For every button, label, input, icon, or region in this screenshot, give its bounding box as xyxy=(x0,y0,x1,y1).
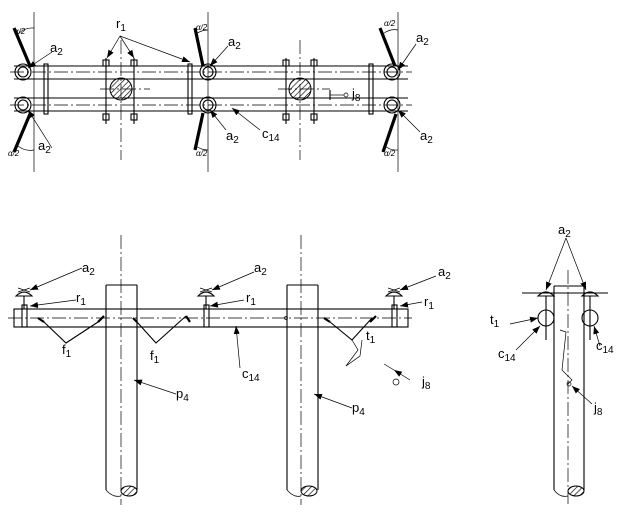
label-angle-3: α/2 xyxy=(196,23,208,32)
label-c14-front: c14 xyxy=(242,366,260,384)
label-p4-left: p4 xyxy=(176,386,189,404)
label-c14-top: c14 xyxy=(262,126,280,144)
label-r1-front-mid: r1 xyxy=(246,290,256,308)
pole-right xyxy=(286,235,319,505)
label-j8-top: j8 xyxy=(351,86,361,104)
label-a2-bottom-mid: a2 xyxy=(226,128,239,146)
label-r1-top: r1 xyxy=(116,16,126,34)
label-angle-6: α/2 xyxy=(384,149,396,158)
label-angle-1: α/2 xyxy=(14,27,26,36)
label-r1-front-right: r1 xyxy=(424,294,434,312)
label-f1-left: f1 xyxy=(62,342,72,360)
insulator-plan-middle xyxy=(199,63,217,114)
label-c14-side-left: c14 xyxy=(498,346,516,364)
plan-view xyxy=(10,12,421,172)
insulator-side-left xyxy=(536,291,556,340)
insulator-side-right xyxy=(580,291,600,340)
label-a2-top-mid: a2 xyxy=(228,34,241,52)
front-view xyxy=(8,235,437,505)
label-r1-front-left: r1 xyxy=(76,290,86,308)
pole-section-left xyxy=(109,77,133,101)
side-view xyxy=(509,237,608,505)
label-t1-front: t1 xyxy=(366,328,376,346)
label-a2-bottom-left: a2 xyxy=(38,138,51,156)
label-a2-front-mid: a2 xyxy=(254,260,267,278)
label-t1-side: t1 xyxy=(490,312,500,330)
label-j8-front: j8 xyxy=(421,374,431,392)
label-angle-5: α/2 xyxy=(384,19,396,28)
label-f1-mid: f1 xyxy=(150,348,160,366)
label-a2-front-right: a2 xyxy=(438,264,451,282)
label-j8-side: j8 xyxy=(593,400,603,418)
label-a2-top-right: a2 xyxy=(416,30,429,48)
pole-left xyxy=(105,235,138,505)
insulator-front-right xyxy=(384,287,404,328)
label-p4-right: p4 xyxy=(352,400,365,418)
insulator-plan-left xyxy=(14,63,32,114)
label-a2-front-left: a2 xyxy=(82,260,95,278)
insulator-front-left xyxy=(14,287,34,328)
pole-section-right xyxy=(288,77,312,101)
label-a2-side: a2 xyxy=(558,222,571,240)
label-a2-bottom-right: a2 xyxy=(420,128,433,146)
insulator-plan-right xyxy=(383,63,401,114)
insulator-front-middle xyxy=(196,287,216,328)
label-angle-2: α/2 xyxy=(8,149,20,158)
label-c14-side-right: c14 xyxy=(596,338,614,356)
label-a2-top-left: a2 xyxy=(50,40,63,58)
label-angle-4: α/2 xyxy=(196,149,208,158)
